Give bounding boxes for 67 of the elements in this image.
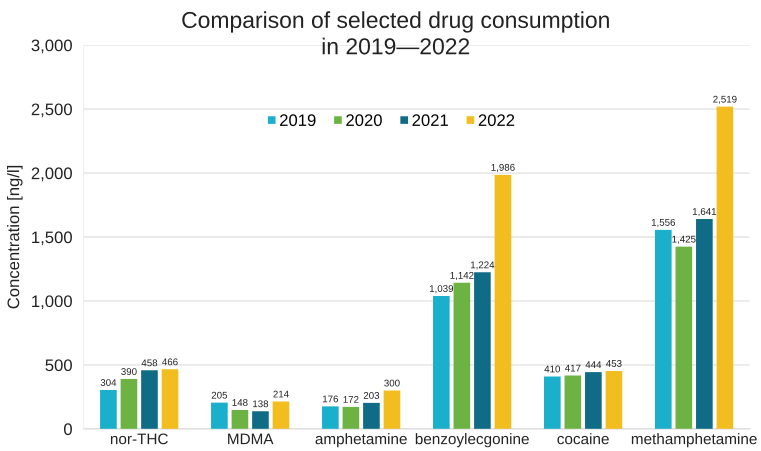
y-tick-label: 3,000 <box>32 40 72 54</box>
y-tick-label: 1,000 <box>32 295 72 310</box>
data-label: 203 <box>364 392 380 399</box>
x-tick-label: MDMA <box>228 434 274 444</box>
data-label: 1,224 <box>470 261 494 270</box>
data-label: 1,556 <box>652 218 676 227</box>
data-label: 1,986 <box>492 164 515 172</box>
bar <box>606 370 622 429</box>
chart-title: Comparison of selected drug consumption in 2019—2022 <box>182 11 609 54</box>
data-label: 444 <box>585 361 602 368</box>
x-tick-label: methamphetamine <box>632 433 757 448</box>
y-tick-label: 500 <box>45 359 72 372</box>
bar <box>232 410 248 429</box>
legend-label: 2019 <box>280 114 316 126</box>
data-label: 304 <box>100 379 116 386</box>
bar <box>384 390 400 429</box>
data-label: 458 <box>142 359 158 366</box>
legend-label: 2022 <box>478 114 514 126</box>
data-label: 410 <box>544 366 560 372</box>
bar <box>433 296 450 429</box>
data-label: 1,142 <box>450 272 474 280</box>
bar <box>342 406 360 429</box>
data-label: 300 <box>384 380 400 387</box>
x-tick-label: cocaine <box>557 433 609 444</box>
data-label: 176 <box>322 395 338 402</box>
bar <box>474 272 491 429</box>
data-label: 2,519 <box>713 96 737 104</box>
y-tick-label: 2,500 <box>32 103 72 118</box>
y-axis-title: Concentration [ng/l] <box>7 166 23 308</box>
bar <box>716 106 734 429</box>
data-label: 466 <box>162 358 178 366</box>
legend-label: 2021 <box>412 114 448 126</box>
bar <box>100 390 117 429</box>
data-label: 1,641 <box>692 208 716 216</box>
bar <box>454 282 470 429</box>
bar <box>494 174 512 429</box>
bar <box>363 402 380 429</box>
y-tick-label: 0 <box>64 423 72 436</box>
bar <box>322 406 339 429</box>
x-tick-label: amphetamine <box>316 433 407 448</box>
data-label: 138 <box>253 400 268 408</box>
data-label: 390 <box>121 368 137 375</box>
data-label: 205 <box>212 392 228 399</box>
bar <box>272 402 290 429</box>
bar <box>676 246 692 429</box>
y-tick-label: 1,500 <box>32 231 72 246</box>
bar <box>211 402 228 429</box>
bar <box>252 411 269 429</box>
legend-label: 2020 <box>346 114 382 126</box>
x-tick-label: benzoylecgonine <box>416 433 529 448</box>
data-label: 148 <box>232 399 248 406</box>
bar <box>141 370 158 429</box>
bar <box>564 376 582 429</box>
bar <box>654 230 672 429</box>
data-label: 214 <box>273 390 289 398</box>
data-label: 1,039 <box>430 285 454 294</box>
x-tick-label: nor-THC <box>110 433 168 444</box>
data-label: 417 <box>564 364 580 372</box>
data-label: 453 <box>606 360 622 367</box>
data-label: 1,425 <box>672 236 696 244</box>
bar <box>162 369 178 429</box>
bar <box>585 372 602 429</box>
bar <box>120 379 138 429</box>
y-tick-label: 2,000 <box>32 167 72 182</box>
bar <box>544 376 561 429</box>
bar <box>696 218 713 429</box>
data-label: 172 <box>344 396 359 403</box>
